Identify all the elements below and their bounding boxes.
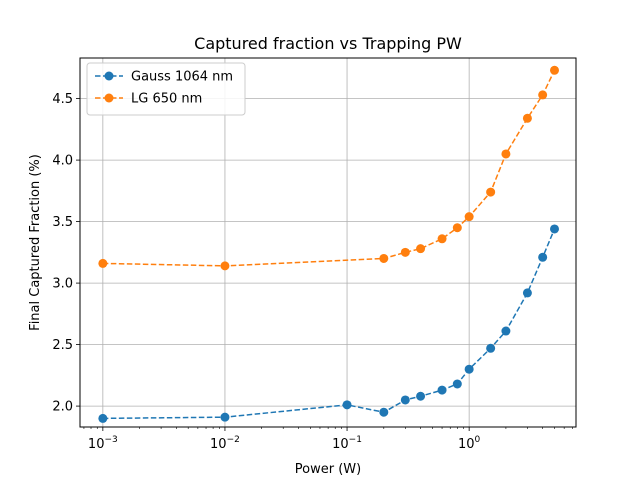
legend: Gauss 1064 nm LG 650 nm: [86, 62, 246, 116]
series-line: [102, 228, 556, 420]
legend-marker-lg: [104, 93, 114, 103]
x-axis-label: Power (W): [295, 462, 361, 477]
data-point: [522, 113, 532, 123]
plot-series: [98, 65, 559, 423]
data-point: [501, 326, 511, 336]
y-tick-label: 4.5: [52, 92, 73, 107]
y-axis-label: Final Captured Fraction (%): [28, 154, 43, 331]
y-tick-label: 2.5: [52, 338, 73, 353]
data-point: [486, 187, 496, 197]
data-point: [379, 253, 389, 263]
data-point: [98, 413, 108, 423]
data-point: [416, 391, 426, 401]
series-1: [98, 65, 559, 271]
legend-box: [86, 62, 246, 116]
data-point: [538, 252, 548, 262]
x-tick-label: 10−3: [88, 435, 118, 452]
data-point: [501, 149, 511, 159]
data-point: [549, 65, 559, 75]
data-point: [464, 212, 474, 222]
y-tick-label: 3.5: [52, 215, 73, 230]
data-point: [400, 395, 410, 405]
data-point: [549, 224, 559, 234]
y-tick-label: 2.0: [52, 400, 73, 415]
data-point: [416, 244, 426, 254]
x-tick-label: 100: [458, 435, 481, 452]
data-point: [452, 379, 462, 389]
x-tick-label: 10−2: [210, 435, 240, 452]
grid: [80, 58, 576, 427]
data-point: [220, 412, 230, 422]
legend-label-lg: LG 650 nm: [131, 92, 202, 107]
data-point: [342, 400, 352, 410]
chart-title: Captured fraction vs Trapping PW: [194, 34, 462, 53]
legend-label-gauss: Gauss 1064 nm: [131, 70, 233, 85]
data-point: [486, 343, 496, 353]
data-point: [379, 407, 389, 417]
data-point: [464, 364, 474, 374]
y-tick-label: 4.0: [52, 154, 73, 169]
axis-ticks: 10−3 10−2 10−1 100 2.0 2.5 3.0 3.5 4.0 4.5: [52, 92, 573, 452]
data-point: [220, 261, 230, 271]
data-point: [400, 247, 410, 257]
x-tick-label: 10−1: [332, 435, 362, 452]
y-tick-label: 3.0: [52, 277, 73, 292]
data-point: [522, 288, 532, 298]
data-point: [98, 258, 108, 268]
legend-marker-gauss: [104, 71, 114, 81]
data-point: [538, 90, 548, 100]
data-point: [437, 234, 447, 244]
data-point: [437, 385, 447, 395]
series-0: [98, 224, 559, 423]
data-point: [452, 223, 462, 233]
